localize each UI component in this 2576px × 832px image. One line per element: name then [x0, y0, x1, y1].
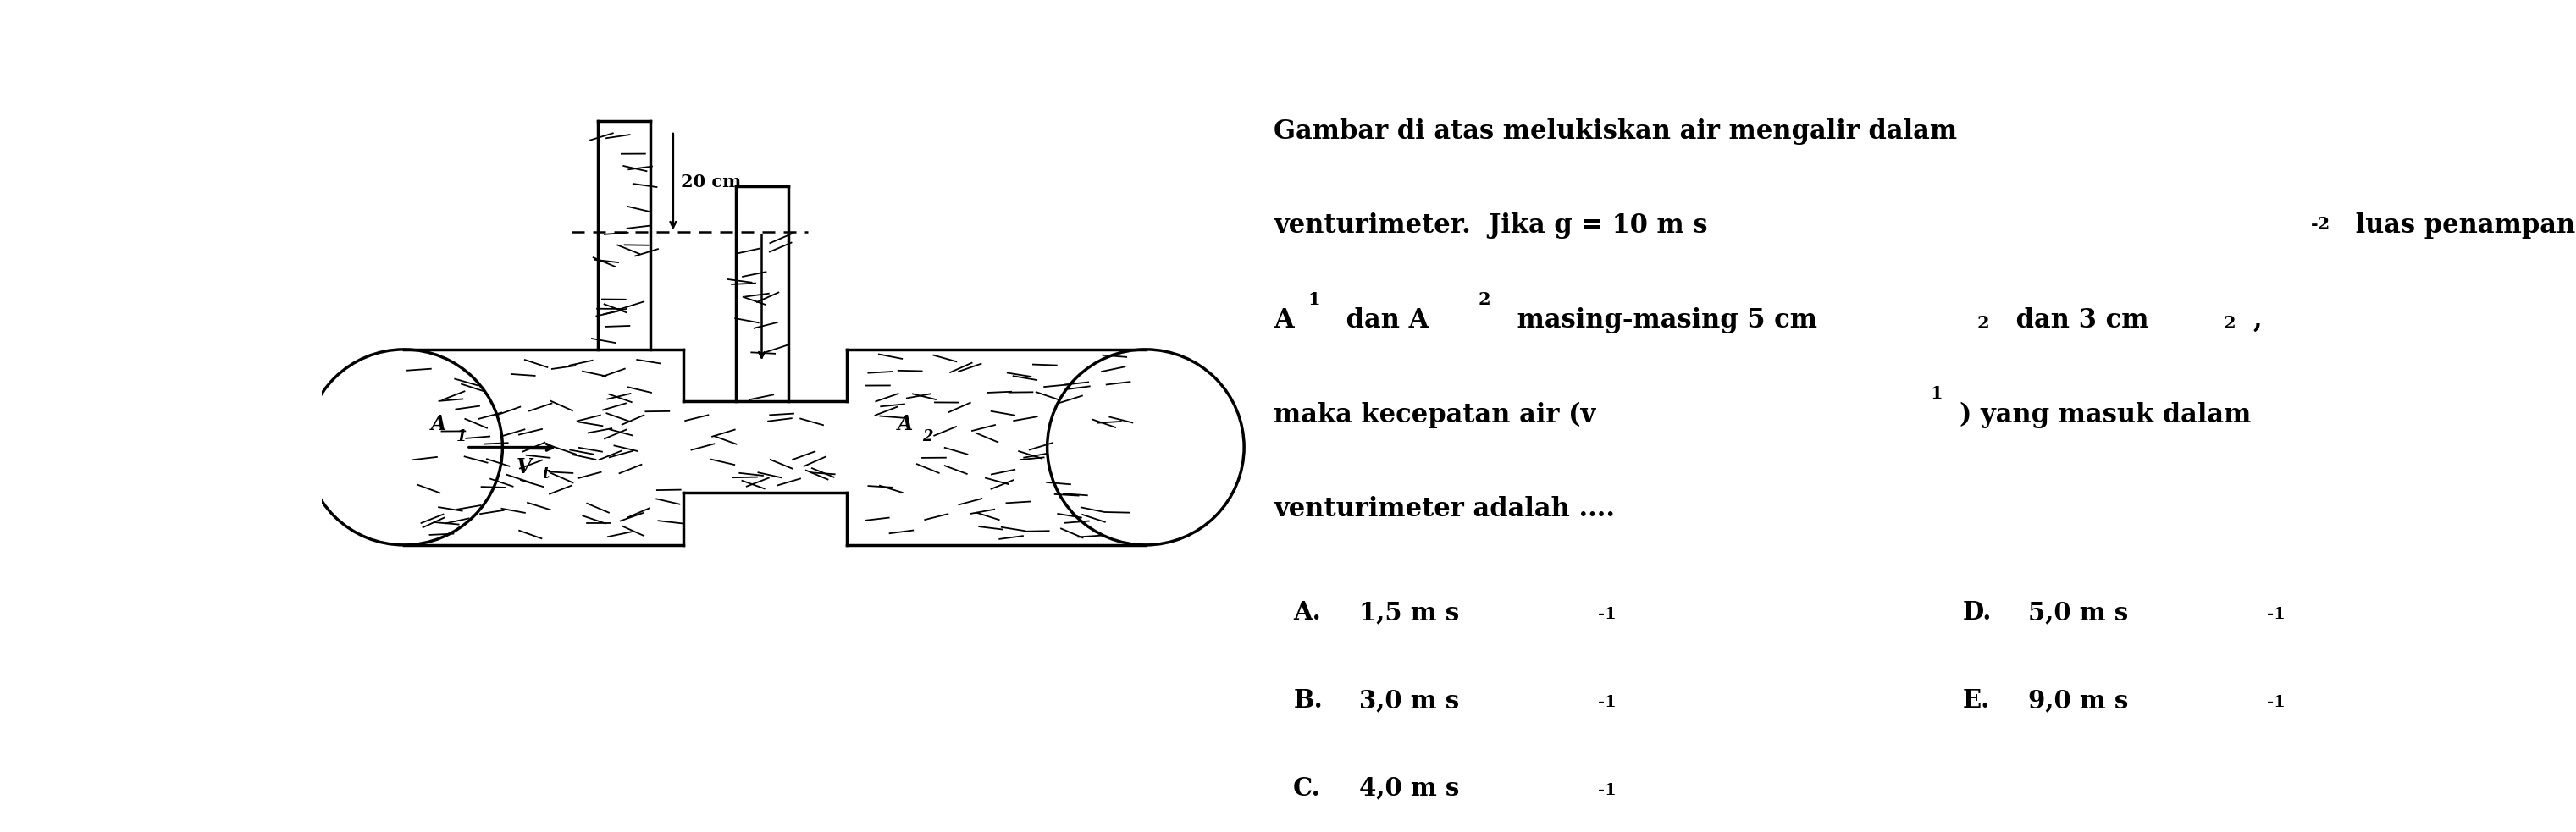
Text: venturimeter.  Jika g = 10 m s: venturimeter. Jika g = 10 m s: [1273, 213, 1708, 239]
Text: 1: 1: [1929, 385, 1942, 402]
Text: 2: 2: [1479, 291, 1492, 308]
Text: luas penampang: luas penampang: [2347, 213, 2576, 239]
Text: -2: -2: [2311, 215, 2331, 233]
Text: 2: 2: [1978, 314, 1989, 332]
Text: A: A: [1273, 307, 1293, 334]
Text: A: A: [896, 414, 912, 434]
Text: 4,0 m s: 4,0 m s: [1360, 776, 1458, 800]
Text: -1: -1: [1597, 695, 1615, 710]
Text: D.: D.: [1963, 600, 1991, 625]
Text: 5,0 m s: 5,0 m s: [2027, 600, 2128, 625]
Text: -1: -1: [1597, 783, 1615, 798]
Text: ) yang masuk dalam: ) yang masuk dalam: [1960, 402, 2251, 428]
Text: 2: 2: [2223, 314, 2236, 332]
Text: venturimeter adalah ....: venturimeter adalah ....: [1273, 496, 1615, 522]
Text: V: V: [515, 457, 533, 478]
Text: 20 cm: 20 cm: [680, 173, 742, 190]
Text: 3,0 m s: 3,0 m s: [1360, 688, 1458, 712]
Text: E.: E.: [1963, 688, 1991, 712]
Text: A.: A.: [1293, 600, 1321, 625]
Text: A: A: [430, 414, 446, 434]
Text: masing-masing 5 cm: masing-masing 5 cm: [1507, 307, 1816, 334]
Text: maka kecepatan air (v: maka kecepatan air (v: [1273, 402, 1595, 428]
Text: -1: -1: [2267, 607, 2285, 622]
Text: 1: 1: [1309, 291, 1319, 308]
Text: C.: C.: [1293, 776, 1321, 800]
Text: -1: -1: [1597, 607, 1615, 622]
Text: ,: ,: [2254, 307, 2262, 334]
Text: t: t: [541, 467, 549, 482]
Text: B.: B.: [1293, 688, 1321, 712]
Text: 1: 1: [456, 428, 466, 444]
Text: 9,0 m s: 9,0 m s: [2027, 688, 2128, 712]
Text: -1: -1: [2267, 695, 2285, 710]
Text: 2: 2: [922, 428, 933, 444]
Text: Gambar di atas melukiskan air mengalir dalam: Gambar di atas melukiskan air mengalir d…: [1273, 118, 1958, 144]
Text: dan A: dan A: [1337, 307, 1430, 334]
Text: 1,5 m s: 1,5 m s: [1360, 600, 1458, 625]
Text: dan 3 cm: dan 3 cm: [2007, 307, 2148, 334]
